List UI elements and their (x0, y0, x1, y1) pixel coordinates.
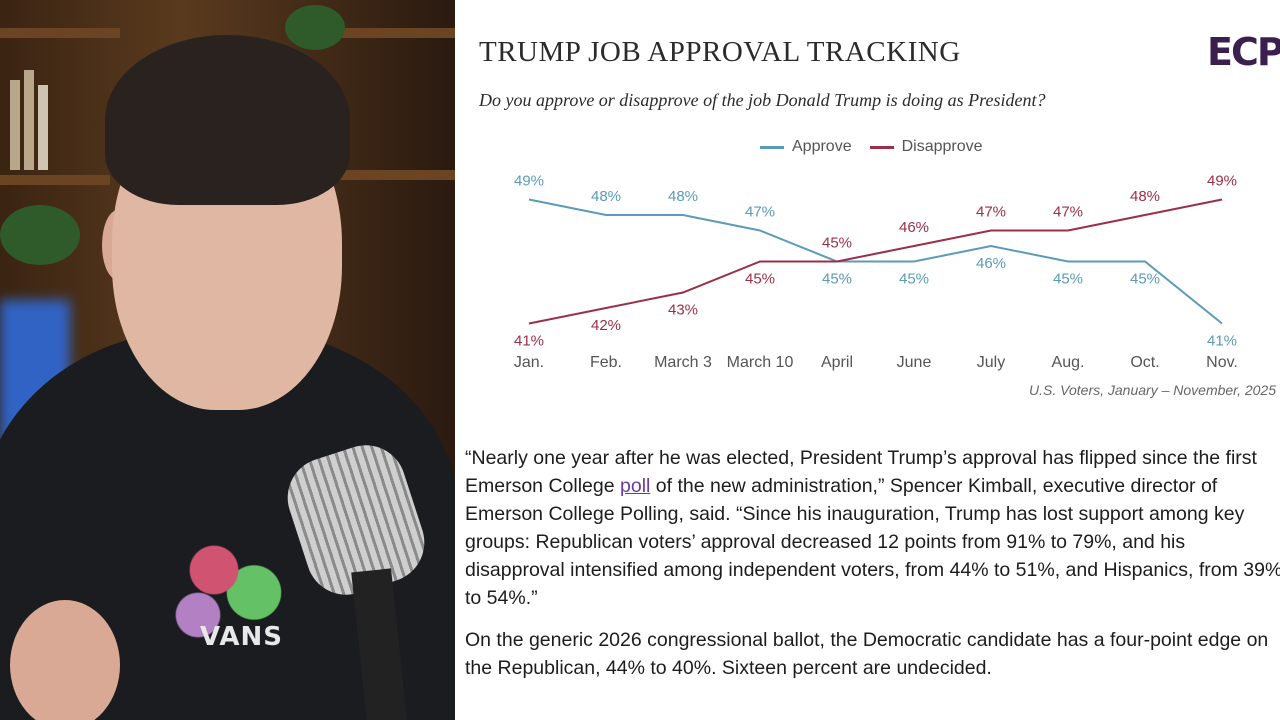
data-label: 41% (514, 333, 544, 350)
plant (285, 5, 345, 50)
legend-label-approve: Approve (792, 138, 852, 155)
data-label: 48% (1130, 188, 1160, 205)
data-label: 45% (1053, 271, 1083, 288)
quote-text-start: “Nearly one year after he was elected, P… (465, 447, 1257, 497)
data-label: 48% (591, 188, 621, 205)
data-label: 47% (745, 204, 775, 221)
data-label: 43% (668, 302, 698, 319)
x-tick-label: Oct. (1130, 354, 1159, 371)
data-label: 42% (591, 317, 621, 334)
chart-source: U.S. Voters, January – November, 2025 (1029, 382, 1276, 398)
bookshelf (0, 175, 110, 185)
presenter-hair (105, 35, 350, 205)
chart-subtitle: Do you approve or disapprove of the job … (479, 90, 1046, 110)
data-label: 45% (899, 271, 929, 288)
data-label: 48% (668, 188, 698, 205)
legend-swatch-approve (760, 145, 784, 149)
shirt-graphic (150, 510, 310, 660)
presenter-hand (10, 600, 120, 720)
series-line-approve (528, 198, 1223, 325)
approval-chart-card: TRUMP JOB APPROVAL TRACKING Do you appro… (455, 0, 1280, 420)
x-tick-label: Nov. (1206, 354, 1238, 371)
data-label: 47% (976, 204, 1006, 221)
article-view: TRUMP JOB APPROVAL TRACKING Do you appro… (455, 0, 1280, 720)
data-label: 49% (514, 173, 544, 190)
book (38, 85, 48, 170)
x-tick-label: April (821, 354, 853, 371)
quote-paragraph: “Nearly one year after he was elected, P… (465, 444, 1280, 612)
poll-link[interactable]: poll (620, 475, 651, 497)
bookshelf (340, 170, 455, 180)
line-chart: 49% 48% 48% 47% 45% 45% 46% 45% 45% 41% 41% 42% 43% 4… (514, 173, 1238, 372)
ballot-paragraph: On the generic 2026 congressional ballot… (465, 629, 1269, 679)
chart-title: TRUMP JOB APPROVAL TRACKING (479, 36, 961, 68)
x-tick-label: July (977, 354, 1005, 371)
x-tick-label: June (897, 354, 932, 371)
bookshelf (0, 28, 120, 38)
data-label: 45% (822, 271, 852, 288)
book (10, 80, 20, 170)
x-tick-label: March 10 (727, 354, 794, 371)
bookshelf (330, 28, 455, 38)
article-body: “Nearly one year after he was elected, P… (465, 444, 1280, 696)
webcam-feed: VANS (0, 0, 455, 720)
x-tick-label: Jan. (514, 354, 544, 371)
data-label: 47% (1053, 204, 1083, 221)
chart-legend: Approve Disapprove (760, 138, 983, 156)
legend-item-approve: Approve (760, 138, 852, 156)
x-tick-label: Aug. (1052, 354, 1085, 371)
data-label: 45% (745, 271, 775, 288)
data-label: 46% (976, 255, 1006, 272)
book (24, 70, 34, 170)
legend-swatch-disapprove (869, 145, 894, 149)
x-tick-label: March 3 (654, 354, 712, 371)
plant (0, 205, 80, 265)
data-label: 45% (1130, 271, 1160, 288)
quote-text-end: of the new administration,” Spencer Kimb… (465, 475, 1280, 609)
x-tick-label: Feb. (590, 354, 622, 371)
legend-label-disapprove: Disapprove (901, 138, 983, 155)
logo: ECP (1207, 30, 1280, 74)
series-line-disapprove (528, 198, 1223, 325)
legend-item-disapprove: Disapprove (869, 138, 983, 156)
data-label: 41% (1207, 333, 1237, 350)
data-label: 49% (1207, 173, 1237, 190)
data-label: 45% (822, 235, 852, 252)
shirt-text: VANS (200, 622, 283, 652)
data-label: 46% (899, 219, 929, 236)
